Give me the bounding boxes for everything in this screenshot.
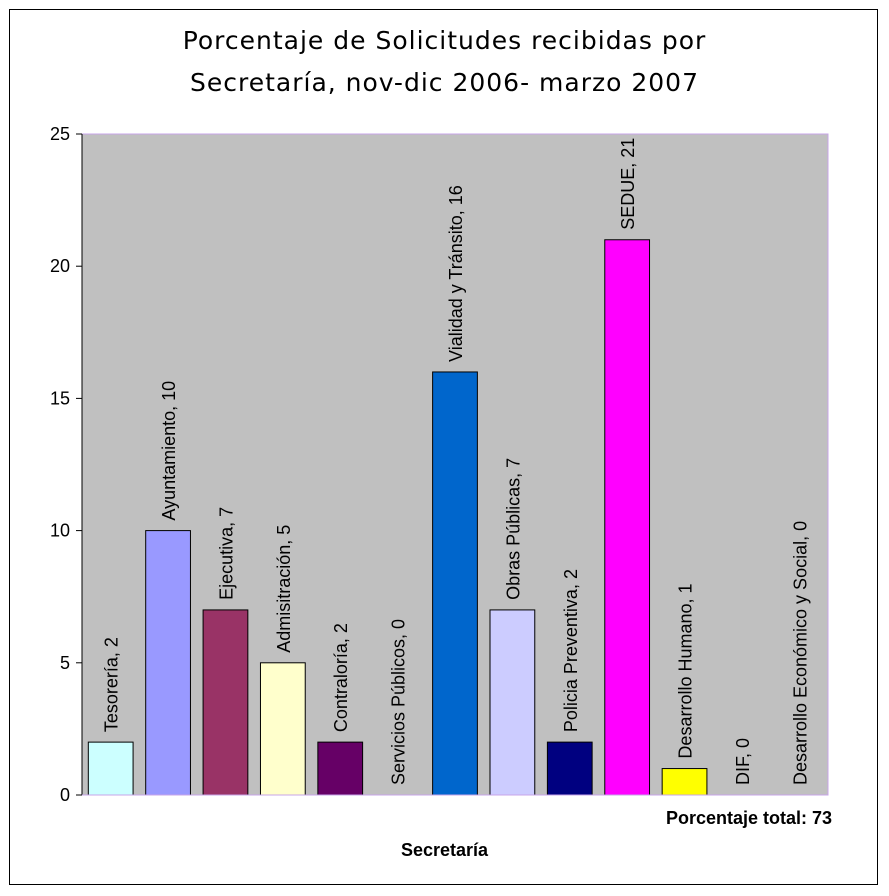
bar-desarrollo-humano bbox=[661, 768, 708, 796]
data-label: Tesorería, 2 bbox=[102, 637, 122, 732]
data-label: Ejecutiva, 7 bbox=[216, 507, 236, 600]
data-label: Vialidad y Tránsito, 16 bbox=[446, 185, 466, 362]
bar-ejecutiva bbox=[202, 609, 249, 796]
bar-contralor-a bbox=[317, 741, 364, 796]
y-tick-label: 25 bbox=[50, 124, 70, 144]
bar-vialidad-y-tr-nsito bbox=[432, 371, 478, 796]
bar-policia-preventiva bbox=[546, 741, 593, 796]
bars-group bbox=[82, 239, 828, 796]
total-annotation: Porcentaje total: 73 bbox=[665, 808, 832, 828]
data-label: SEDUE, 21 bbox=[618, 138, 638, 230]
chart-title-line-1: Porcentaje de Solicitudes recibidas por bbox=[182, 26, 707, 55]
bar-obras-p-blicas bbox=[489, 609, 536, 796]
data-label: DIF, 0 bbox=[733, 738, 753, 785]
y-tick-label: 15 bbox=[50, 388, 70, 408]
data-label: Desarrollo Humano, 1 bbox=[676, 583, 696, 758]
data-labels-group: Tesorería, 2 Ayuntamiento, 10 Ejecutiva, 7… bbox=[102, 138, 811, 785]
bar-admisitraci-n bbox=[259, 662, 306, 796]
bar-ayuntamiento bbox=[145, 530, 191, 796]
data-label: Desarrollo Económico y Social, 0 bbox=[790, 521, 810, 785]
data-label: Policia Preventiva, 2 bbox=[561, 569, 581, 732]
x-axis-title: Secretaría bbox=[400, 840, 489, 860]
y-tick-label: 5 bbox=[60, 653, 70, 673]
data-label: Admisitración, 5 bbox=[274, 525, 294, 653]
y-tick-label: 10 bbox=[50, 521, 70, 541]
bar-tesorer-a bbox=[87, 741, 134, 796]
data-label: Contraloría, 2 bbox=[331, 623, 351, 732]
data-label: Obras Públicas, 7 bbox=[503, 458, 523, 600]
bar-sedue bbox=[604, 239, 651, 796]
chart-title-line-2: Secretaría, nov-dic 2006- marzo 2007 bbox=[190, 68, 699, 97]
data-label: Servicios Públicos, 0 bbox=[389, 619, 409, 785]
data-label: Ayuntamiento, 10 bbox=[159, 381, 179, 521]
y-tick-label: 20 bbox=[50, 256, 70, 276]
y-tick-label: 0 bbox=[60, 785, 70, 805]
y-axis: 0 5 10 15 20 25 bbox=[50, 124, 83, 805]
